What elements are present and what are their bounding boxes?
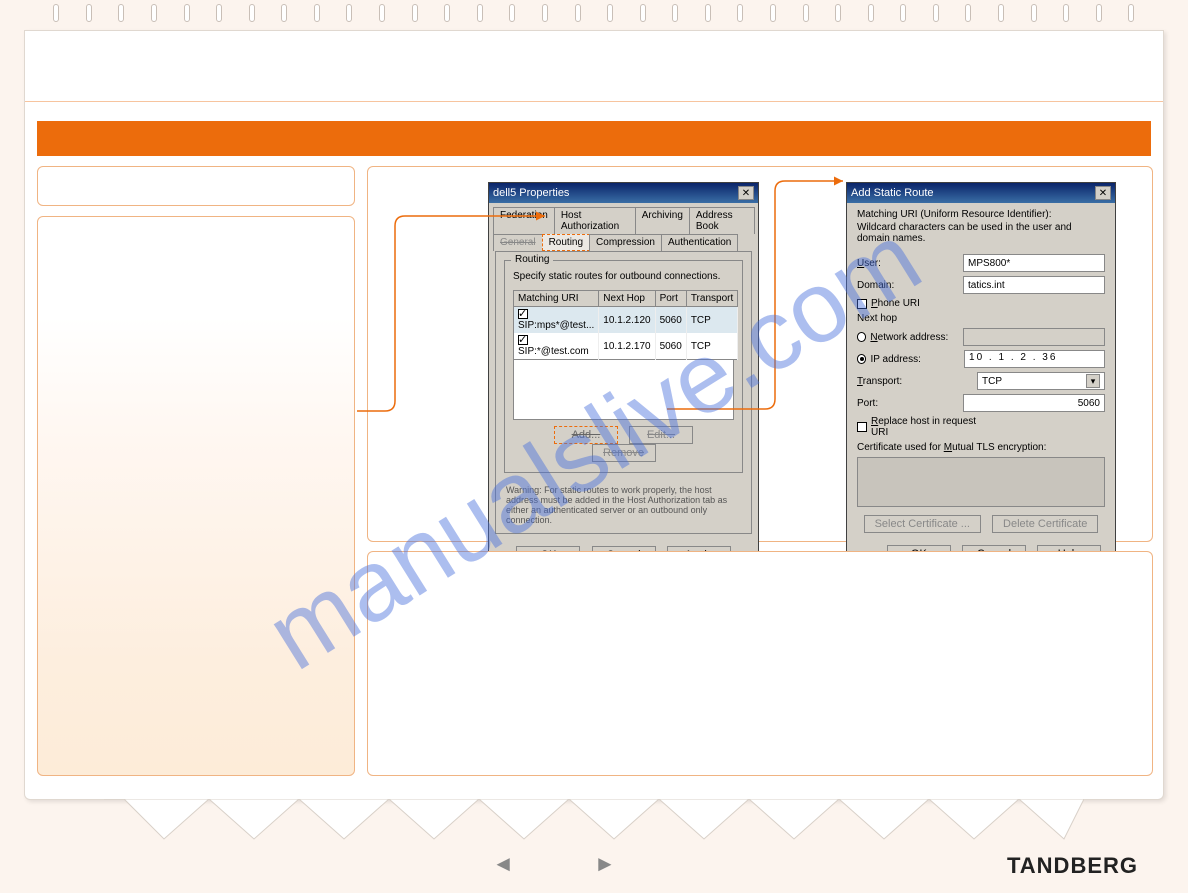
- transport-select[interactable]: TCP ▾: [977, 372, 1105, 390]
- chevron-down-icon: ▾: [1086, 374, 1100, 388]
- spiral-binding: [0, 4, 1188, 28]
- close-icon[interactable]: ✕: [738, 186, 754, 200]
- user-row: User:: [857, 254, 1105, 272]
- remove-button[interactable]: Remove: [592, 444, 656, 462]
- th-transport: Transport: [686, 291, 737, 307]
- cert-label: Certificate used for Mutual TLS encrypti…: [857, 442, 1105, 453]
- check-icon[interactable]: [518, 309, 528, 319]
- routing-warning: Warning: For static routes to work prope…: [496, 481, 751, 533]
- nexthop-label: Next hop: [857, 313, 1105, 324]
- ip-input[interactable]: 10 . 1 . 2 . 36: [964, 350, 1105, 368]
- transport-row: Transport: TCP ▾: [857, 372, 1105, 390]
- routing-panel: Routing Specify static routes for outbou…: [495, 251, 752, 534]
- edit-button[interactable]: Edit...: [629, 426, 693, 444]
- tab-archiving[interactable]: Archiving: [635, 207, 690, 234]
- port-label: Port:: [857, 398, 963, 409]
- main-screenshot-box: dell5 Properties ✕ Federation Host Autho…: [367, 166, 1153, 542]
- replace-checkbox[interactable]: [857, 422, 867, 432]
- th-uri: Matching URI: [514, 291, 599, 307]
- tab-authentication[interactable]: Authentication: [661, 234, 738, 251]
- matching-uri-sub: Wildcard characters can be used in the u…: [847, 220, 1115, 250]
- close-icon[interactable]: ✕: [1095, 186, 1111, 200]
- user-input[interactable]: [963, 254, 1105, 272]
- routing-button-row: Add... Edit... Remove: [513, 420, 734, 464]
- tab-address-book[interactable]: Address Book: [689, 207, 755, 234]
- brand-logo: TANDBERG: [1007, 853, 1138, 879]
- port-row: Port:: [857, 394, 1105, 412]
- bottom-tab-strip: [104, 799, 1084, 841]
- add-button[interactable]: Add...: [554, 426, 618, 444]
- domain-label: Domain:: [857, 280, 963, 291]
- page-sheet: dell5 Properties ✕ Federation Host Autho…: [24, 30, 1164, 800]
- port-input[interactable]: [963, 394, 1105, 412]
- next-arrow-icon[interactable]: ►: [594, 851, 696, 876]
- table-row[interactable]: SIP:*@test.com 10.1.2.170 5060 TCP: [514, 333, 738, 360]
- prev-arrow-icon[interactable]: ◄: [492, 851, 594, 876]
- network-row: Network address:: [857, 328, 1105, 346]
- cert-box: [857, 457, 1105, 507]
- user-label: User:: [857, 258, 963, 269]
- phone-row: Phone URI: [857, 298, 1105, 309]
- tab-general[interactable]: General: [493, 234, 543, 251]
- phone-label: Phone URI: [871, 298, 991, 309]
- routes-table-empty-area: [513, 360, 734, 420]
- check-icon[interactable]: [518, 335, 528, 345]
- add-route-dialog: Add Static Route ✕ Matching URI (Uniform…: [846, 182, 1116, 574]
- routing-group: Routing Specify static routes for outbou…: [504, 260, 743, 473]
- routing-group-title: Routing: [511, 254, 553, 265]
- left-heading-box: [37, 166, 355, 206]
- tab-container: Federation Host Authorization Archiving …: [489, 203, 758, 251]
- th-port: Port: [655, 291, 686, 307]
- phone-checkbox[interactable]: [857, 299, 867, 309]
- cert-button-row: Select Certificate ... Delete Certificat…: [847, 511, 1115, 537]
- tab-federation[interactable]: Federation: [493, 207, 555, 234]
- replace-row: Replace host in request URI: [857, 416, 1105, 438]
- domain-row: Domain:: [857, 276, 1105, 294]
- bottom-content-box: [367, 551, 1153, 776]
- domain-input[interactable]: [963, 276, 1105, 294]
- select-cert-button: Select Certificate ...: [864, 515, 981, 533]
- delete-cert-button: Delete Certificate: [992, 515, 1098, 533]
- ip-radio[interactable]: [857, 354, 866, 364]
- left-content-box: [37, 216, 355, 776]
- tab-compression[interactable]: Compression: [589, 234, 662, 251]
- network-label: Network address:: [870, 332, 963, 343]
- table-row[interactable]: SIP:mps*@test... 10.1.2.120 5060 TCP: [514, 307, 738, 334]
- replace-label: Replace host in request URI: [871, 416, 991, 438]
- network-input: [963, 328, 1105, 346]
- properties-dialog: dell5 Properties ✕ Federation Host Autho…: [488, 182, 759, 593]
- ip-row: IP address: 10 . 1 . 2 . 36: [857, 350, 1105, 368]
- add-route-titlebar: Add Static Route ✕: [847, 183, 1115, 203]
- ip-label: IP address:: [870, 354, 964, 365]
- properties-title: dell5 Properties: [493, 187, 569, 199]
- properties-titlebar: dell5 Properties ✕: [489, 183, 758, 203]
- tab-routing[interactable]: Routing: [542, 234, 590, 251]
- orange-banner: [37, 121, 1151, 156]
- th-nexthop: Next Hop: [599, 291, 655, 307]
- transport-label: Transport:: [857, 376, 977, 387]
- routing-desc: Specify static routes for outbound conne…: [513, 271, 734, 282]
- matching-uri-heading: Matching URI (Uniform Resource Identifie…: [847, 203, 1115, 220]
- network-radio[interactable]: [857, 332, 866, 342]
- add-route-title: Add Static Route: [851, 187, 934, 199]
- routes-table[interactable]: Matching URI Next Hop Port Transport SIP…: [513, 290, 738, 360]
- tab-host-authorization[interactable]: Host Authorization: [554, 207, 636, 234]
